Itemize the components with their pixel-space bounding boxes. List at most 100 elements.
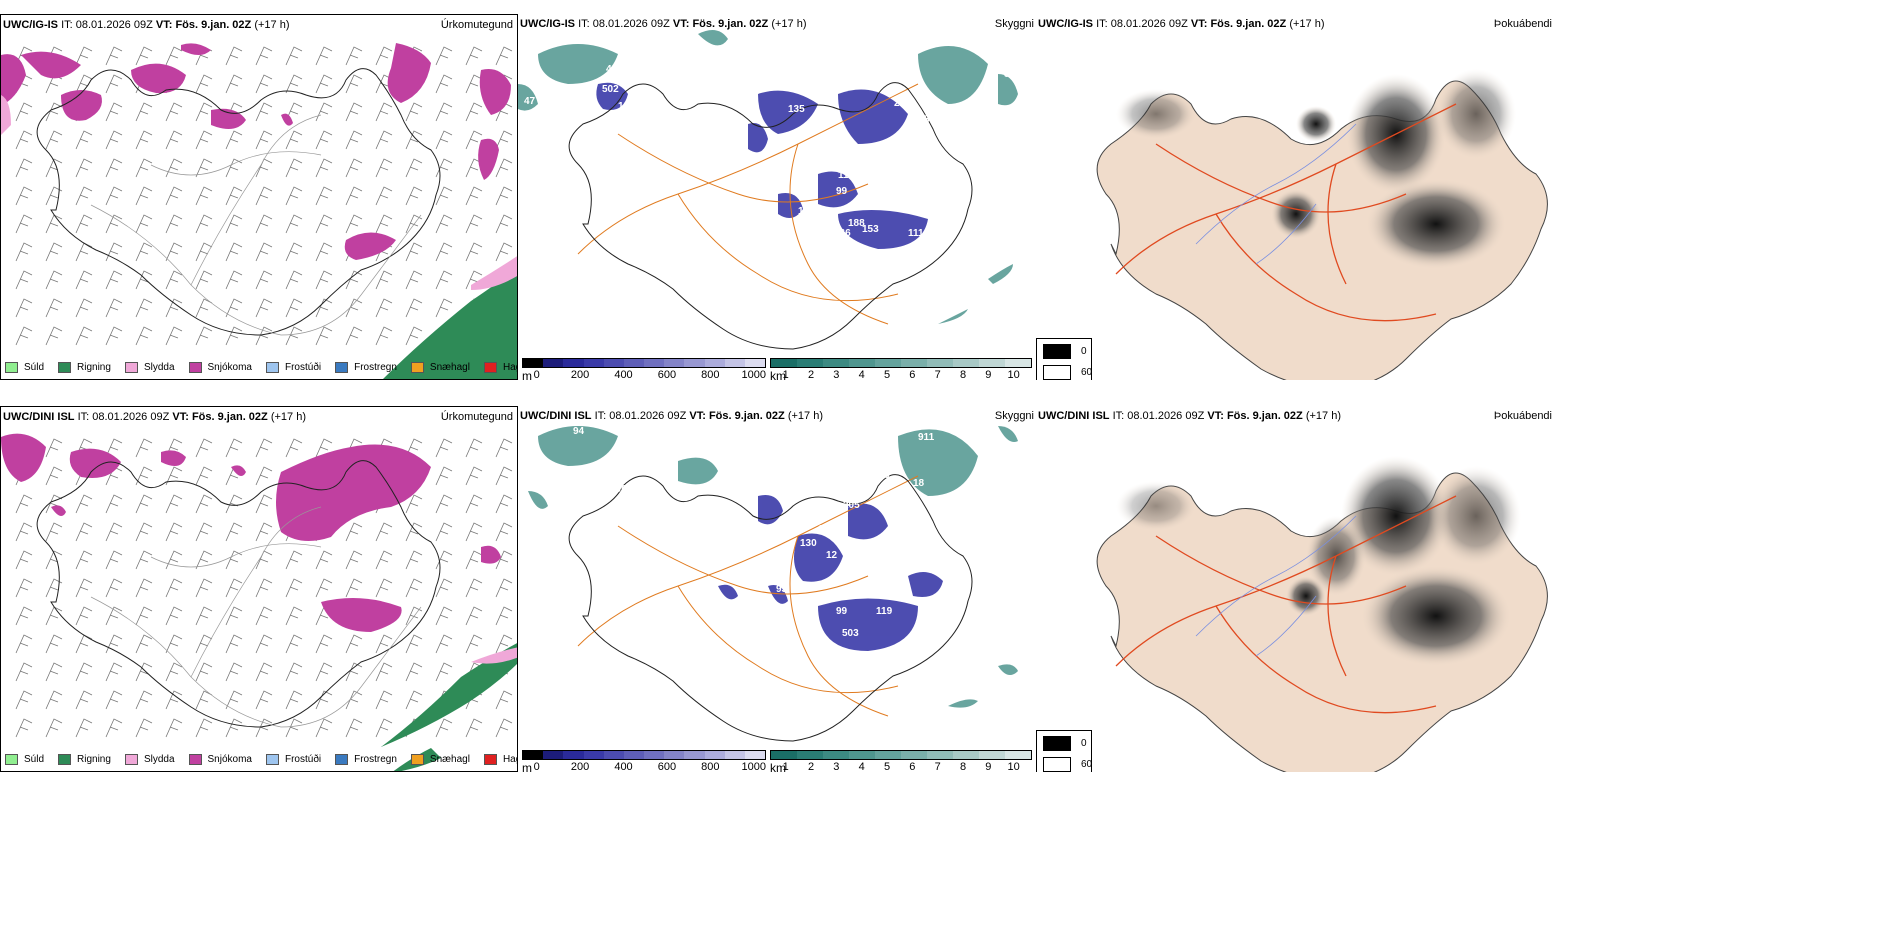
wind-barb (105, 130, 123, 150)
roads-red (1115, 103, 1457, 322)
legend-item-snow: Snjókoma (188, 754, 252, 765)
wind-barb (435, 550, 453, 570)
panel-title: UWC/DINI ISL IT: 08.01.2026 09Z VT: Fös.… (1038, 410, 1341, 422)
wind-barb (435, 214, 453, 234)
colorbar-tick-label: 8 (959, 369, 967, 380)
wind-barb (495, 550, 513, 570)
wind-barb (105, 662, 123, 682)
wind-barb (315, 214, 333, 234)
wind-barb (15, 690, 33, 710)
wind-barb (285, 606, 303, 626)
wind-barb (435, 270, 453, 290)
colorbar-tick-label: 1 (782, 369, 789, 380)
colorbar-cell (684, 751, 705, 759)
wind-barb (225, 326, 243, 346)
wind-barb (225, 214, 243, 234)
wind-barb (345, 718, 363, 738)
wind-barb (315, 690, 333, 710)
wind-barb (315, 130, 333, 150)
wind-barb (135, 186, 153, 206)
wind-barb (345, 130, 363, 150)
wind-barb (495, 186, 513, 206)
wind-barb (45, 690, 63, 710)
cloud-base-areas (596, 82, 928, 249)
panel-title: UWC/IG-IS IT: 08.01.2026 09Z VT: Fös. 9.… (1038, 18, 1325, 30)
wind-barb (15, 326, 33, 346)
wind-barb (375, 158, 393, 178)
map-value-label: 496 (888, 506, 905, 517)
map-value-label: 169 (818, 218, 835, 229)
colorbar-tick-label: 6 (909, 761, 916, 772)
wind-barb (15, 298, 33, 318)
colorbar-cell (771, 359, 797, 367)
wind-barb (165, 270, 183, 290)
legend-swatch (483, 754, 497, 765)
wind-barb (345, 634, 363, 654)
fog-legend-swatch (1043, 365, 1071, 380)
colorbar-cell (849, 359, 875, 367)
roads-orange (577, 83, 919, 325)
panel-title: UWC/IG-IS IT: 08.01.2026 09Z VT: Fös. 9.… (520, 18, 807, 30)
wind-barb (405, 438, 423, 458)
colorbar-cell (927, 751, 953, 759)
map-value-label: 166 (834, 228, 851, 239)
legend-swatch (188, 362, 202, 373)
wind-barb (345, 102, 363, 122)
precip-map-row2 (1, 433, 517, 771)
wind-barb (15, 522, 33, 542)
precip-type-panel-row1: UWC/IG-IS IT: 08.01.2026 09Z VT: Fös. 9.… (0, 14, 518, 380)
wind-barb (15, 130, 33, 150)
map-value-label: 99 (930, 604, 942, 615)
map-value-label: 84 (918, 596, 930, 607)
map-value-label: 176 (858, 458, 875, 469)
wind-barb (465, 522, 483, 542)
colorbar-tick-label: 800 (701, 369, 720, 380)
wind-barb (255, 46, 273, 66)
wind-barb (195, 438, 213, 458)
wind-barb (285, 578, 303, 598)
fog-legend-row-low: 0 (1043, 736, 1087, 751)
wind-barbs (15, 438, 513, 738)
wind-barb (105, 298, 123, 318)
wind-barb (345, 690, 363, 710)
wind-barb (225, 130, 243, 150)
legend-swatch (124, 362, 138, 373)
legend-item-drizzle: Súld (5, 754, 44, 765)
map-value-label: 111 (908, 228, 924, 239)
legend-item-freezing-drizzle: Frostúði (265, 754, 321, 765)
colorbar-tick-label: 200 (570, 761, 590, 772)
wind-barb (285, 74, 303, 94)
legend-swatch (58, 362, 72, 373)
wind-barb (225, 438, 243, 458)
colorbar-cell (543, 751, 564, 759)
wind-barb (45, 466, 63, 486)
wind-barb (45, 298, 63, 318)
colorbar-cell (901, 751, 927, 759)
wind-barb (435, 242, 453, 262)
wind-barb (195, 214, 213, 234)
wind-barb (105, 74, 123, 94)
map-value-label: 119 (876, 606, 893, 617)
wind-barb (15, 578, 33, 598)
colorbar-cell (583, 751, 604, 759)
legend-item-sleet: Slydda (124, 362, 175, 373)
wind-barb (255, 298, 273, 318)
wind-barb (465, 242, 483, 262)
colorbar-tick-label: 600 (657, 369, 677, 380)
wind-barb (375, 522, 393, 542)
wind-barb (285, 438, 303, 458)
wind-barb (135, 158, 153, 178)
colorbar-tick-label: 600 (657, 761, 677, 772)
wind-barb (375, 578, 393, 598)
wind-barb (165, 494, 183, 514)
wind-barb (255, 130, 273, 150)
wind-barb (195, 718, 213, 738)
map-value-label: 982 (1003, 144, 1020, 155)
wind-barb (45, 634, 63, 654)
wind-barb (405, 550, 423, 570)
wind-barb (285, 634, 303, 654)
wind-barb (135, 270, 153, 290)
colorbar-cell (543, 359, 564, 367)
panel-title: UWC/DINI ISL IT: 08.01.2026 09Z VT: Fös.… (520, 410, 823, 422)
wind-barb (375, 634, 393, 654)
